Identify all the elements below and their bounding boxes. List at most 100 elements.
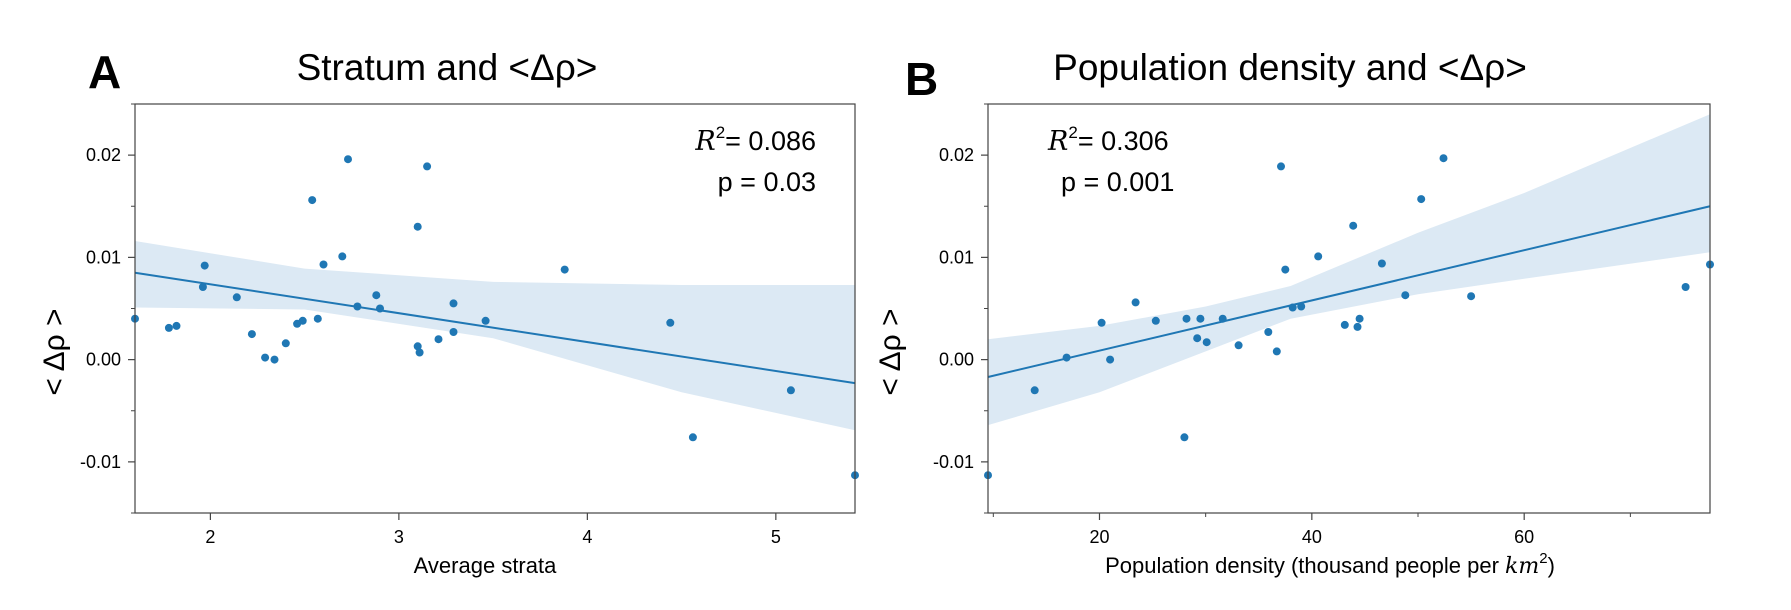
data-point <box>198 283 207 291</box>
data-point <box>1106 355 1115 364</box>
panel-a-y-label: < Δρ > <box>38 308 71 395</box>
y-tick-label: 0.01 <box>939 247 974 267</box>
data-point <box>1131 298 1140 307</box>
data-point <box>1234 341 1243 350</box>
y-tick-label: 0.00 <box>939 350 974 370</box>
x-tick-label: 5 <box>771 527 781 547</box>
r-squared-sup: 2 <box>716 123 725 142</box>
data-point <box>1377 259 1386 268</box>
data-point <box>1151 316 1160 325</box>
regression-line <box>134 271 856 385</box>
confidence-band <box>135 241 855 431</box>
data-point <box>261 353 270 362</box>
data-point <box>1182 314 1191 323</box>
data-point <box>1281 265 1290 274</box>
data-point <box>319 260 328 269</box>
x-tick-label: 20 <box>1089 527 1109 547</box>
data-point <box>270 355 279 364</box>
y-tick-label: -0.01 <box>80 452 121 472</box>
x-tick-label: 4 <box>582 527 592 547</box>
data-point <box>353 302 362 311</box>
data-point <box>1439 154 1448 163</box>
data-point <box>413 342 422 351</box>
data-point <box>560 265 569 274</box>
y-tick-label: 0.01 <box>86 247 121 267</box>
data-point <box>1297 302 1306 311</box>
data-point <box>1030 386 1039 395</box>
data-point <box>481 316 490 325</box>
data-point <box>666 318 675 327</box>
data-point <box>372 291 381 300</box>
data-point <box>449 328 458 336</box>
y-tick-label: 0.02 <box>86 145 121 165</box>
data-point <box>1353 322 1362 331</box>
data-point <box>376 304 384 313</box>
panel-b-plot-area: 20 40 60 -0.01 0.00 0.01 0.02 <box>933 103 1714 547</box>
data-point <box>344 155 352 164</box>
data-point <box>1202 338 1211 347</box>
data-point <box>232 293 241 302</box>
panel-b: B Population density and <Δρ> 20 40 60 -0.0… <box>874 47 1714 579</box>
panel-a-stats-annotation: R2= 0.086 p = 0.03 <box>694 123 816 197</box>
panel-a-r2-value: = 0.086 <box>725 126 816 156</box>
panel-b-title: Population density and <Δρ> <box>1053 47 1527 88</box>
data-point <box>423 162 432 171</box>
x-tick-label: 3 <box>394 527 404 547</box>
panel-a-x-label: Average strata <box>414 553 557 578</box>
data-point <box>786 386 795 395</box>
data-point <box>298 316 307 325</box>
y-tick-label: -0.01 <box>933 452 974 472</box>
x-tick-label: 2 <box>205 527 215 547</box>
data-point <box>1272 347 1281 356</box>
confidence-band <box>988 114 1710 426</box>
data-point <box>1417 195 1426 204</box>
panel-b-p-value: p = 0.001 <box>1061 167 1174 197</box>
r-squared-symbol: R <box>1047 126 1068 157</box>
data-point <box>1349 221 1358 230</box>
data-point <box>1218 314 1227 323</box>
panel-b-x-label: Population density (thousand people per … <box>1105 550 1555 579</box>
data-point <box>1097 318 1106 327</box>
data-point <box>1196 314 1205 323</box>
data-point <box>415 348 424 357</box>
panel-a-r2-line: R2= 0.086 <box>694 123 816 157</box>
x-tick-label: 60 <box>1514 527 1534 547</box>
data-point <box>1193 334 1202 343</box>
data-point <box>688 433 697 442</box>
regression-line <box>987 205 1711 378</box>
data-point <box>1062 353 1071 362</box>
r-squared-symbol: R <box>694 126 715 157</box>
data-point <box>1467 292 1476 301</box>
data-point <box>1314 252 1323 261</box>
data-point <box>1264 328 1273 336</box>
data-point <box>338 252 347 261</box>
panel-a-letter: A <box>88 46 121 98</box>
panel-b-stats-annotation: R2= 0.306 p = 0.001 <box>1047 123 1174 197</box>
panel-a: A Stratum and <Δρ> 2 3 4 5 -0.01 0.00 0.01 0.02… <box>38 46 859 578</box>
data-point <box>172 321 181 330</box>
panel-a-plot-area: 2 3 4 5 -0.01 0.00 0.01 0.02 <box>80 103 859 547</box>
panel-b-r2-value: = 0.306 <box>1078 126 1169 156</box>
data-point <box>1288 303 1297 312</box>
r-squared-sup: 2 <box>1068 123 1077 142</box>
data-point <box>313 314 322 323</box>
data-point <box>1277 162 1285 171</box>
data-point <box>413 222 422 231</box>
data-point <box>434 335 443 344</box>
data-point <box>308 196 317 205</box>
data-point <box>164 323 173 332</box>
panel-b-letter: B <box>905 53 938 105</box>
y-tick-label: 0.02 <box>939 145 974 165</box>
panel-b-r2-line: R2= 0.306 <box>1047 123 1169 157</box>
data-point <box>1340 320 1349 329</box>
x-tick-label: 40 <box>1302 527 1322 547</box>
data-point <box>1180 433 1189 442</box>
data-point <box>281 339 290 348</box>
y-tick-label: 0.00 <box>86 350 121 370</box>
data-point <box>1355 314 1364 323</box>
data-point <box>449 299 458 308</box>
data-point <box>1401 291 1410 300</box>
panel-a-p-value: p = 0.03 <box>718 167 816 197</box>
data-point <box>200 261 209 270</box>
